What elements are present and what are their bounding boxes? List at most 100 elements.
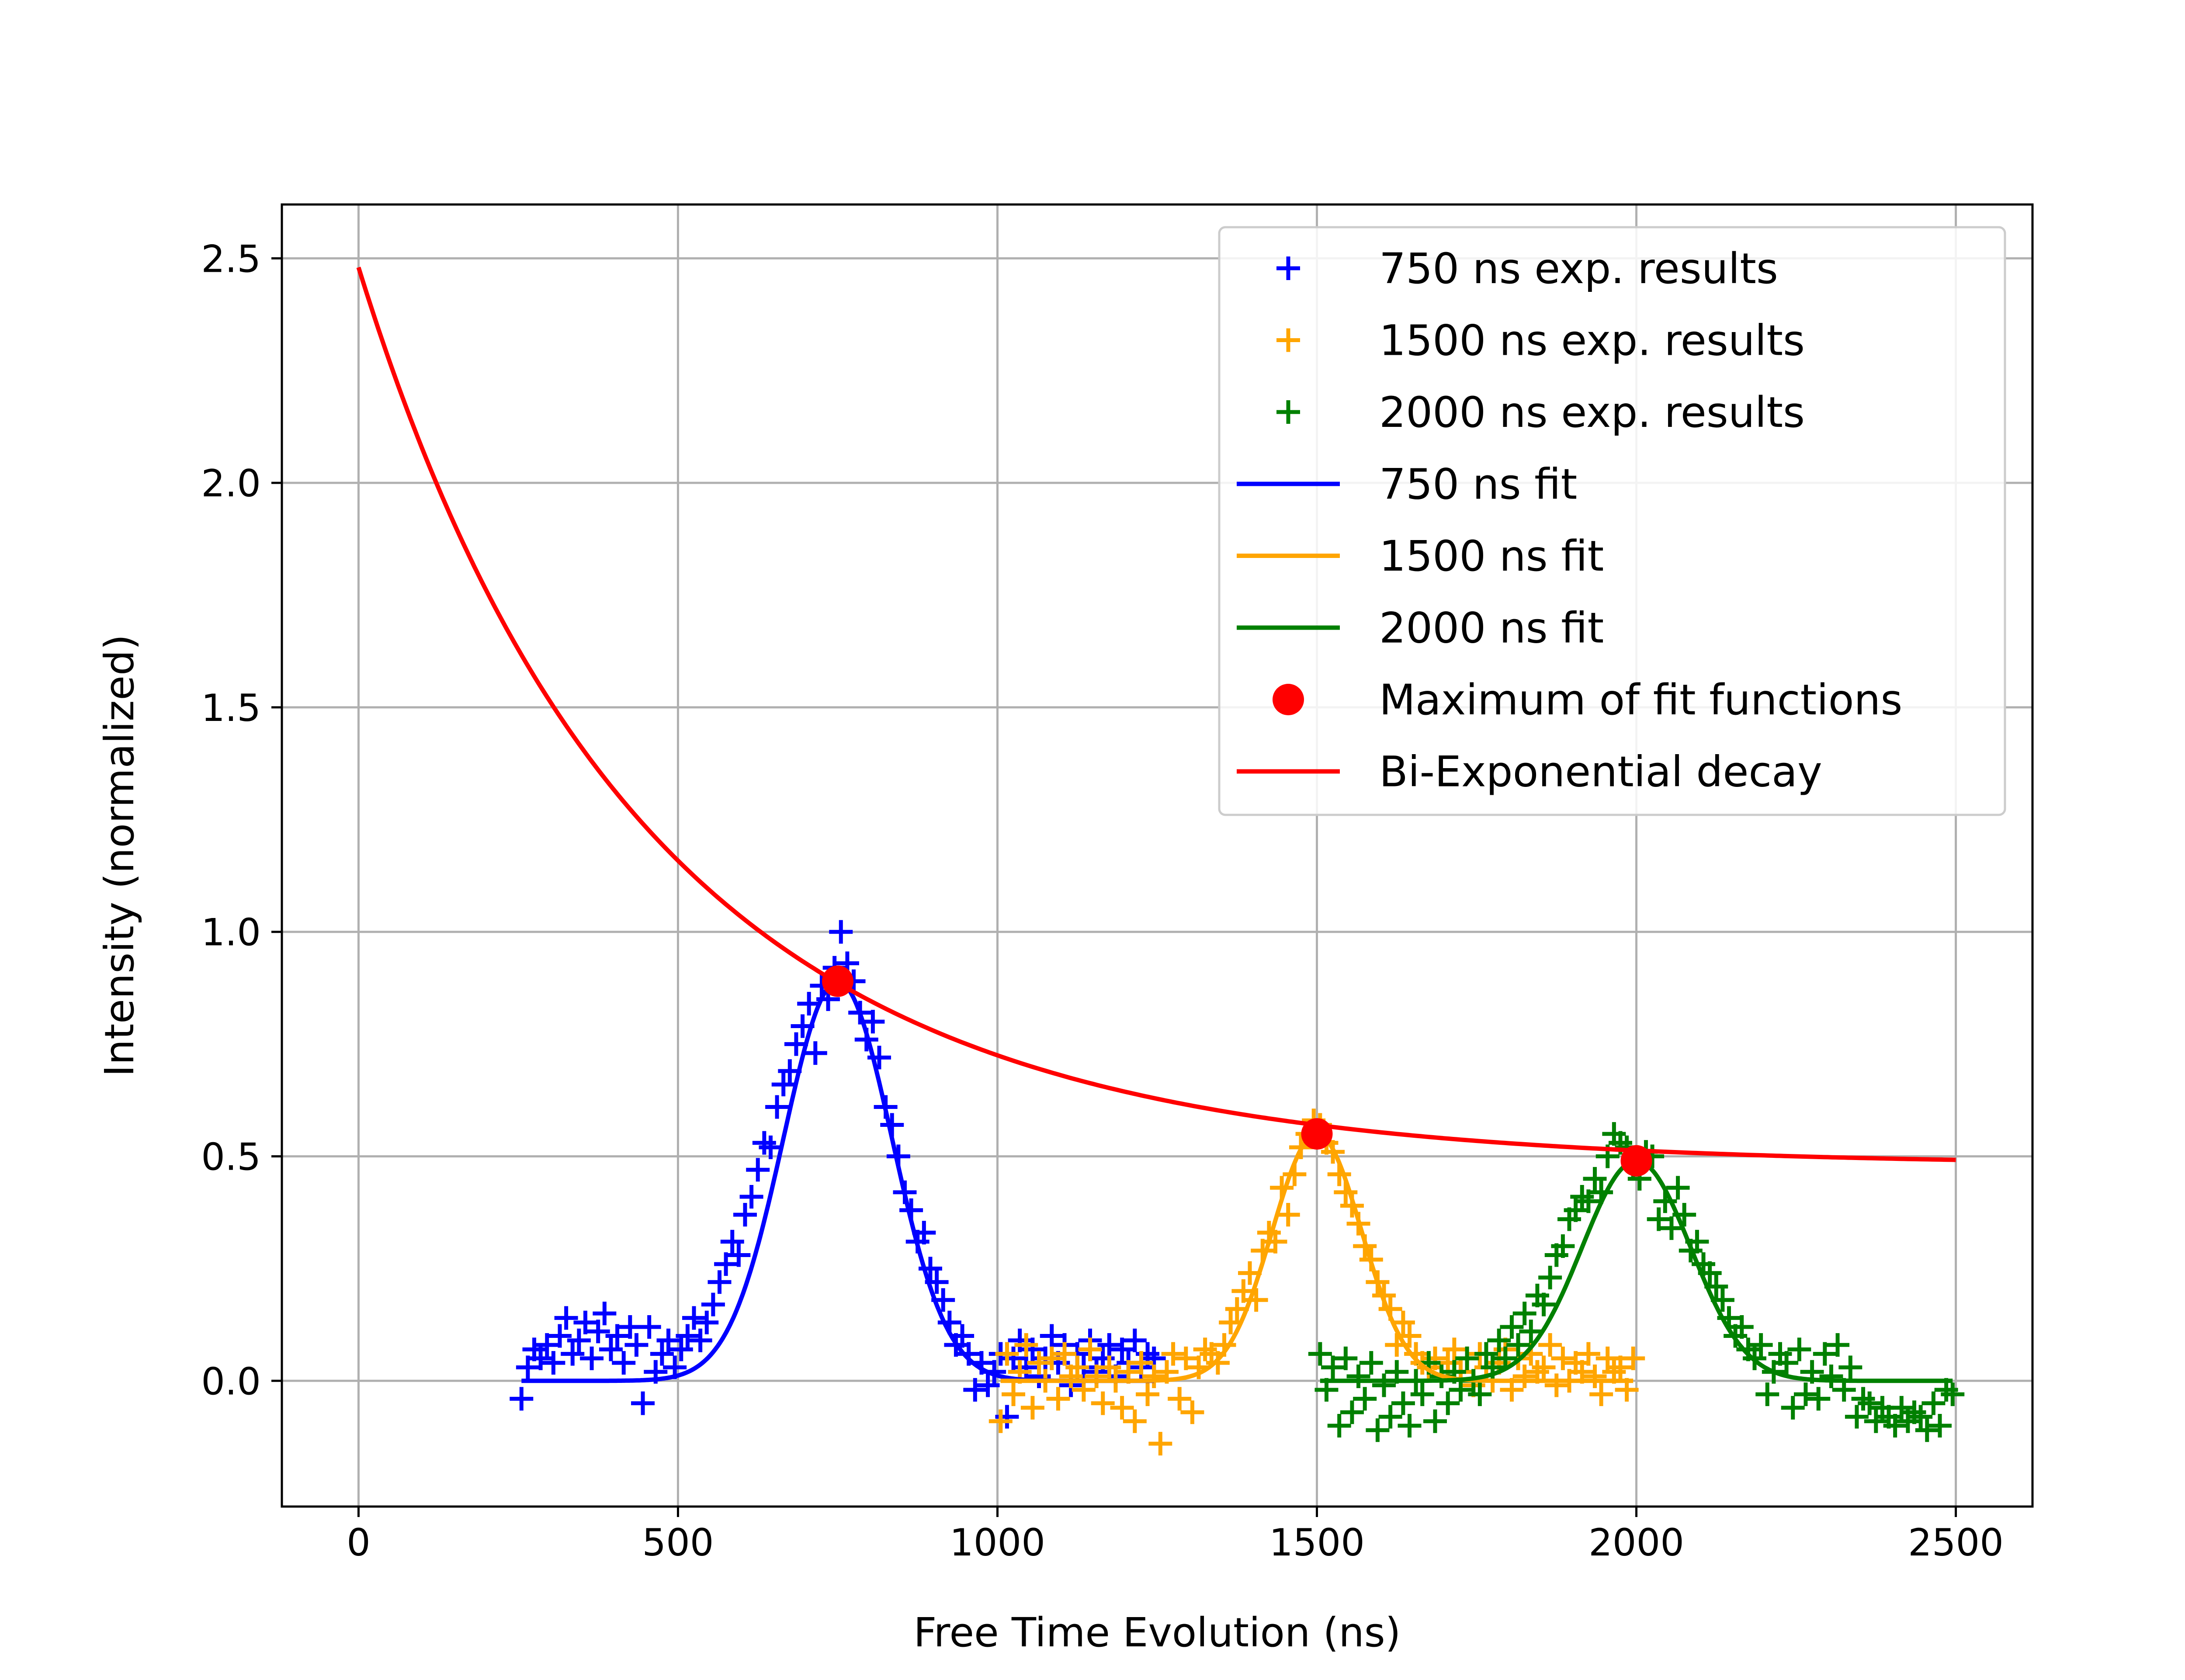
data-point [1040, 1346, 1064, 1370]
legend-label: 750 ns exp. results [1379, 244, 1778, 293]
data-point [1551, 1346, 1575, 1370]
data-point [1219, 1310, 1243, 1334]
data-point [1366, 1418, 1390, 1442]
legend-item: 750 ns fit [1237, 460, 1577, 509]
data-point [624, 1333, 649, 1357]
data-point [1819, 1365, 1843, 1388]
data-point [586, 1320, 610, 1344]
data-point [1040, 1324, 1064, 1348]
data-point [1928, 1414, 1952, 1438]
y-axis-label: Intensity (normalized) [96, 634, 143, 1077]
data-point [1321, 1355, 1345, 1379]
legend-item: 1500 ns fit [1237, 532, 1604, 581]
legend-item: 750 ns exp. results [1276, 244, 1778, 293]
data-point [1423, 1409, 1447, 1433]
data-point [1020, 1396, 1044, 1420]
x-axis-label: Free Time Evolution (ns) [913, 1609, 1401, 1656]
x-tick-label: 2500 [1908, 1521, 2004, 1565]
data-point [976, 1373, 1000, 1397]
data-point [765, 1095, 789, 1119]
data-point [759, 1135, 783, 1159]
data-point [1123, 1409, 1147, 1433]
data-point [1749, 1333, 1773, 1357]
data-point [631, 1391, 655, 1415]
data-point [803, 1041, 827, 1065]
data-point [1583, 1167, 1607, 1191]
data-point [701, 1292, 725, 1316]
2000-ns-exp-results-series [1308, 1122, 1965, 1442]
data-point [1621, 1346, 1645, 1370]
data-point [1493, 1346, 1517, 1370]
data-point [1398, 1414, 1422, 1438]
data-point [1583, 1365, 1607, 1388]
data-point [554, 1306, 578, 1330]
data-point [1519, 1320, 1543, 1344]
data-point [1787, 1337, 1811, 1361]
data-point [1455, 1346, 1479, 1370]
data-point [1327, 1414, 1351, 1438]
legend-label: Maximum of fit functions [1379, 675, 1902, 724]
data-point [1372, 1373, 1396, 1397]
data-point [1781, 1396, 1805, 1420]
legend: 750 ns exp. results 1500 ns exp. results 2… [1218, 226, 2006, 816]
data-point [1097, 1333, 1121, 1357]
data-point [1915, 1418, 1939, 1442]
data-point [1500, 1315, 1524, 1339]
data-point [650, 1342, 674, 1366]
legend-item: 2000 ns exp. results [1276, 388, 1805, 437]
data-point [1538, 1265, 1562, 1289]
data-point [1353, 1387, 1377, 1411]
y-tick-label: 2.0 [201, 462, 261, 506]
axes-frame [281, 203, 2034, 1508]
x-tick-label: 2000 [1588, 1521, 1684, 1565]
legend-label: 1500 ns fit [1379, 532, 1604, 581]
data-point [541, 1351, 565, 1375]
data-point [1576, 1342, 1600, 1366]
legend-marker-plus [1276, 328, 1300, 352]
data-point [548, 1324, 572, 1348]
data-point [829, 920, 853, 944]
data-point [1308, 1342, 1332, 1366]
data-point [567, 1328, 591, 1352]
data-point [1449, 1378, 1473, 1402]
data-point [1129, 1351, 1153, 1375]
data-point [510, 1387, 534, 1411]
legend-marker-plus [1276, 256, 1300, 280]
data-point [1512, 1302, 1536, 1326]
x-tick-label: 1000 [950, 1521, 1045, 1565]
data-point [1276, 1203, 1300, 1227]
data-point [1755, 1382, 1779, 1406]
data-point [1813, 1342, 1837, 1366]
data-point [1595, 1346, 1620, 1370]
legend-label: 750 ns fit [1379, 460, 1577, 509]
data-point [688, 1328, 712, 1352]
data-point [1845, 1405, 1869, 1429]
legend-label: 2000 ns fit [1379, 604, 1604, 653]
data-point [1174, 1346, 1198, 1370]
data-point [1142, 1365, 1166, 1388]
data-point [1436, 1391, 1460, 1415]
data-point [1168, 1387, 1192, 1411]
data-point [988, 1409, 1013, 1433]
legend-item: Maximum of fit functions [1273, 675, 1902, 724]
x-tick-label: 1500 [1269, 1521, 1365, 1565]
data-point [1538, 1333, 1562, 1357]
data-point [1659, 1216, 1683, 1240]
data-point [599, 1337, 623, 1361]
x-tick-label: 0 [347, 1521, 371, 1565]
data-point [995, 1342, 1019, 1366]
max-point [822, 965, 853, 997]
data-point [1442, 1337, 1466, 1361]
750-ns-fit-line [520, 979, 1155, 1383]
data-point [708, 1270, 732, 1294]
y-tick-label: 1.5 [201, 686, 261, 730]
data-point [612, 1351, 636, 1375]
data-point [1793, 1382, 1817, 1406]
data-point [1730, 1315, 1754, 1339]
data-point [1378, 1405, 1402, 1429]
data-point [771, 1073, 795, 1097]
data-point [1532, 1292, 1556, 1316]
data-point [1110, 1396, 1134, 1420]
legend-marker-circle [1273, 684, 1304, 715]
data-point [1506, 1333, 1530, 1357]
